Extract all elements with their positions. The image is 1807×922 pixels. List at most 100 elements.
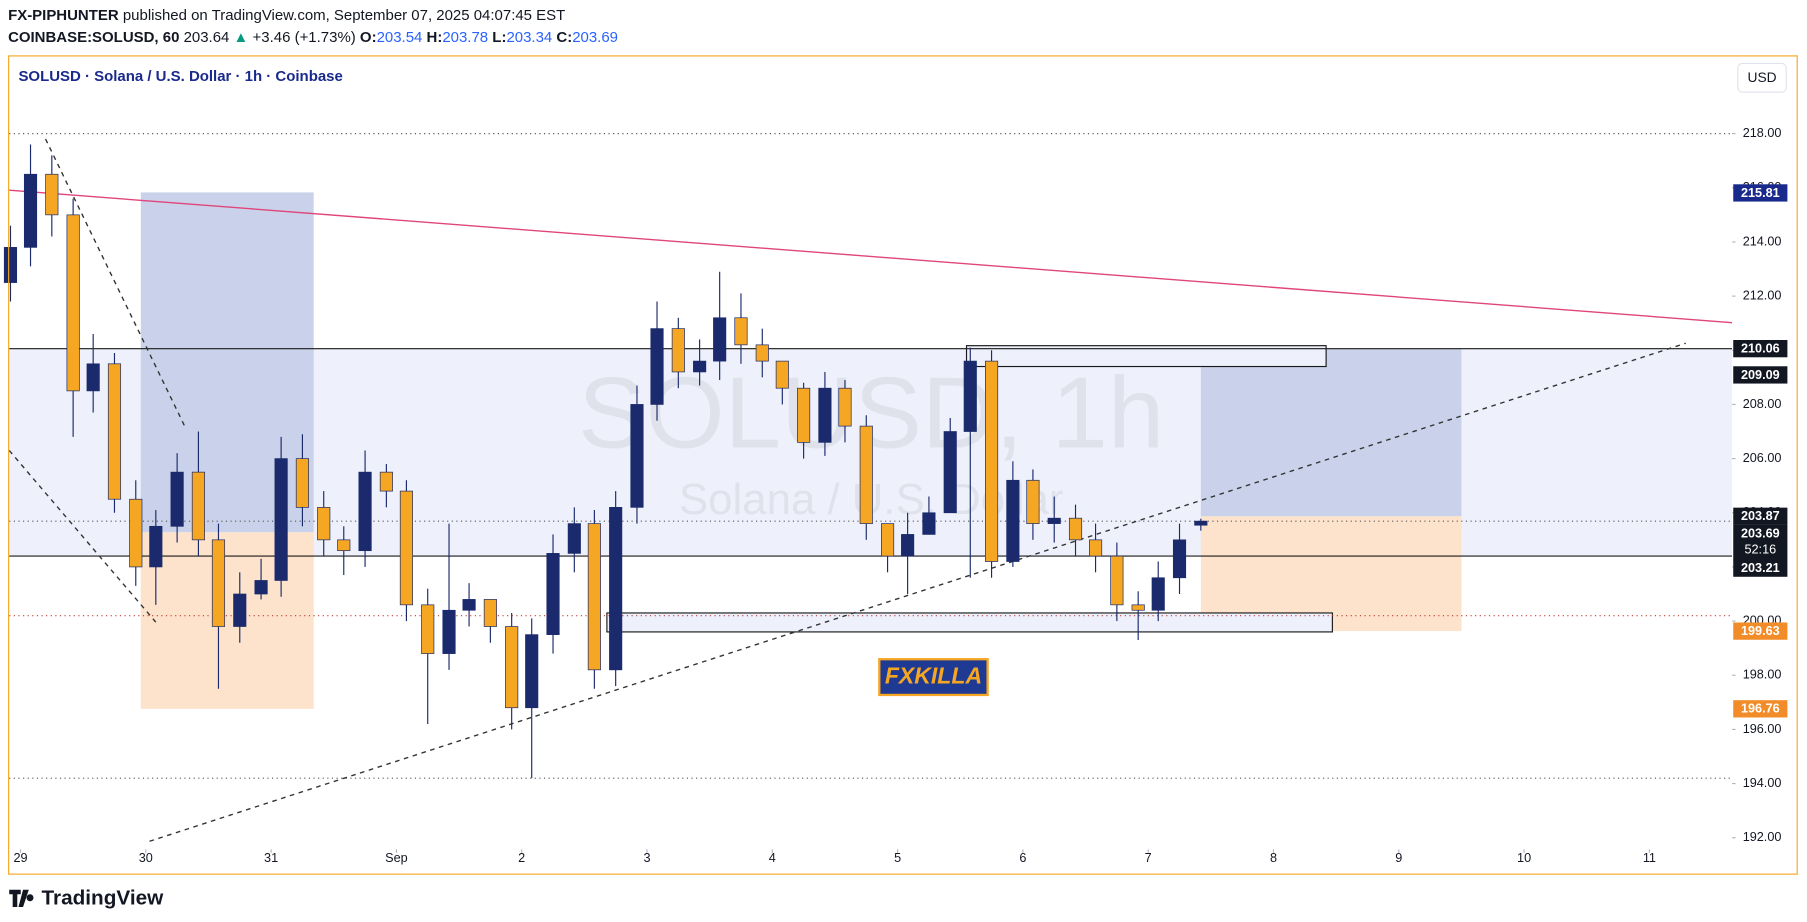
candle-body bbox=[129, 498, 143, 568]
price-badge bbox=[1733, 184, 1788, 202]
candle-body bbox=[1089, 539, 1103, 557]
author: FX-PIPHUNTER bbox=[8, 7, 119, 24]
price-badge bbox=[1733, 340, 1788, 358]
candle-body bbox=[1068, 517, 1083, 541]
candle-body bbox=[797, 387, 811, 443]
candle-body bbox=[45, 173, 59, 216]
price-badge-label: 203.87 bbox=[1741, 509, 1780, 523]
candle-body bbox=[149, 525, 163, 568]
candle-body bbox=[442, 609, 456, 654]
candle-body bbox=[734, 317, 748, 346]
candle-body bbox=[483, 599, 497, 627]
o: 203.54 bbox=[377, 29, 423, 46]
candle-body bbox=[274, 458, 288, 581]
last: 203.64 bbox=[184, 29, 230, 46]
candle-body bbox=[1172, 539, 1187, 579]
candle-body bbox=[3, 247, 18, 283]
arrow: ▲ bbox=[234, 29, 249, 46]
candle-body bbox=[567, 523, 581, 554]
x-tick-label: 7 bbox=[1145, 851, 1152, 865]
candle-body bbox=[254, 580, 268, 595]
currency[interactable]: USD bbox=[1747, 69, 1776, 85]
candle-body bbox=[713, 317, 727, 362]
countdown: 52:16 bbox=[1744, 543, 1776, 557]
trend-line bbox=[149, 342, 1686, 842]
candle-body bbox=[505, 626, 519, 709]
trend-line bbox=[9, 189, 1733, 324]
candle-body bbox=[525, 634, 539, 709]
price-badge bbox=[1733, 507, 1788, 525]
candle-body bbox=[859, 425, 873, 524]
y-tick-label: 208.00 bbox=[1743, 397, 1782, 411]
candle-body bbox=[1151, 577, 1165, 611]
candle-body bbox=[1131, 604, 1145, 611]
x-tick-label: 2 bbox=[518, 851, 525, 865]
trend-line bbox=[8, 450, 157, 623]
candle-body bbox=[693, 360, 707, 373]
zone bbox=[1200, 516, 1462, 632]
published: published on TradingView.com, September … bbox=[123, 7, 565, 24]
candle-body bbox=[609, 507, 623, 671]
candle-body bbox=[901, 534, 915, 557]
brand: TradingView bbox=[41, 886, 164, 909]
candle-body bbox=[650, 328, 664, 405]
ohlc-line: COINBASE:SOLUSD, 60 203.64 ▲ +3.46 (+1.7… bbox=[8, 29, 618, 46]
frame bbox=[8, 55, 1798, 875]
candle-body bbox=[66, 214, 80, 392]
logo-mark bbox=[9, 889, 34, 907]
candle-body bbox=[1006, 479, 1020, 562]
symbol: COINBASE:SOLUSD, 60 bbox=[8, 29, 179, 46]
candle-body bbox=[191, 471, 205, 541]
candle-body bbox=[818, 387, 832, 443]
y-tick-label: 198.00 bbox=[1743, 668, 1782, 682]
price-badge-label: 209.09 bbox=[1741, 368, 1780, 382]
candle-body bbox=[107, 363, 122, 500]
candle-body bbox=[358, 471, 372, 552]
y-tick-label: 214.00 bbox=[1743, 234, 1782, 248]
x-tick-label: 31 bbox=[264, 851, 278, 865]
y-tick-label: 206.00 bbox=[1743, 451, 1782, 465]
candle-body bbox=[337, 539, 351, 552]
trend-line bbox=[44, 138, 186, 427]
x-tick-label: 9 bbox=[1395, 851, 1402, 865]
x-tick-label: 6 bbox=[1019, 851, 1026, 865]
price-badge-label: 203.21 bbox=[1741, 561, 1780, 575]
candle-body bbox=[630, 404, 644, 508]
candle-body bbox=[1026, 479, 1040, 524]
price-badge bbox=[1733, 559, 1788, 577]
chart-title: SOLUSD · Solana / U.S. Dollar · 1h · Coi… bbox=[18, 68, 342, 85]
logo-box bbox=[878, 658, 989, 697]
price-badge bbox=[1733, 700, 1788, 718]
candle-body bbox=[317, 507, 331, 541]
y-tick-label: 194.00 bbox=[1743, 776, 1782, 790]
y-tick-label: 212.00 bbox=[1743, 288, 1782, 302]
candle-body bbox=[546, 553, 560, 635]
price-badge-label: 215.81 bbox=[1741, 186, 1780, 200]
h-label: H: bbox=[427, 29, 443, 46]
logo: FXKILLA bbox=[885, 663, 982, 689]
price-badge-label: 203.69 bbox=[1741, 526, 1780, 540]
currency-button[interactable] bbox=[1737, 62, 1787, 93]
price-badge bbox=[1733, 524, 1788, 560]
price-badge-label: 196.76 bbox=[1741, 702, 1780, 716]
candle-body bbox=[943, 431, 957, 514]
change: +3.46 (+1.73%) bbox=[253, 29, 356, 46]
candle-body bbox=[1047, 517, 1061, 524]
candle-body bbox=[233, 593, 247, 627]
candle-body bbox=[421, 604, 435, 654]
candle-body bbox=[211, 539, 226, 627]
o-label: O: bbox=[360, 29, 377, 46]
candle-body bbox=[985, 360, 999, 562]
x-tick-label: 3 bbox=[643, 851, 650, 865]
x-tick-label: 11 bbox=[1643, 851, 1656, 865]
price-badge-label: 210.06 bbox=[1741, 342, 1780, 356]
y-tick-label: 192.00 bbox=[1743, 830, 1782, 844]
zone bbox=[140, 192, 314, 533]
x-tick-label: 8 bbox=[1270, 851, 1277, 865]
candle-body bbox=[462, 599, 476, 611]
y-tick-label: 196.00 bbox=[1743, 722, 1782, 736]
c-label: C: bbox=[556, 29, 572, 46]
